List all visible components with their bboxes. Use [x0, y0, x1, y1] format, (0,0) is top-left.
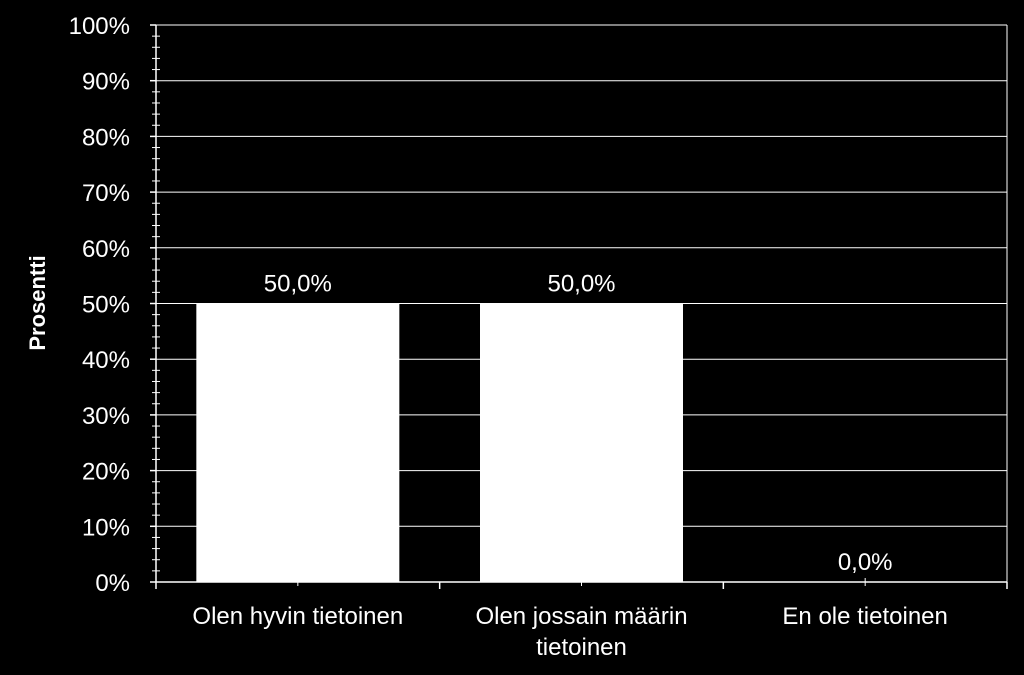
y-tick-label: 80%	[82, 124, 130, 151]
y-tick-label: 20%	[82, 459, 130, 486]
y-tick-label: 10%	[82, 514, 130, 541]
x-category-label: Olen hyvin tietoinen	[192, 603, 403, 630]
bar	[196, 303, 400, 582]
labels: 50,0% 50,0% 0,0% 0% 10% 20% 30% 40% 50% 60% 70% 80%…	[69, 13, 948, 661]
axes	[150, 24, 1008, 589]
y-tick-label: 60%	[82, 236, 130, 263]
x-category-label: En ole tietoinen	[782, 603, 947, 630]
y-tick-label: 70%	[82, 180, 130, 207]
data-label: 50,0%	[264, 271, 332, 298]
bar	[480, 303, 683, 582]
y-tick-label: 40%	[82, 347, 130, 374]
y-axis-title: Prosentti	[25, 255, 50, 350]
y-tick-label: 0%	[95, 570, 130, 597]
y-tick-label: 90%	[82, 69, 130, 96]
x-category-label: Olen jossain määrin tietoinen	[475, 603, 687, 661]
y-tick-label: 100%	[69, 13, 130, 40]
y-tick-label: 50%	[82, 292, 130, 319]
data-label: 0,0%	[838, 549, 893, 576]
bars	[196, 303, 683, 582]
y-tick-label: 30%	[82, 403, 130, 430]
data-label: 50,0%	[547, 271, 615, 298]
